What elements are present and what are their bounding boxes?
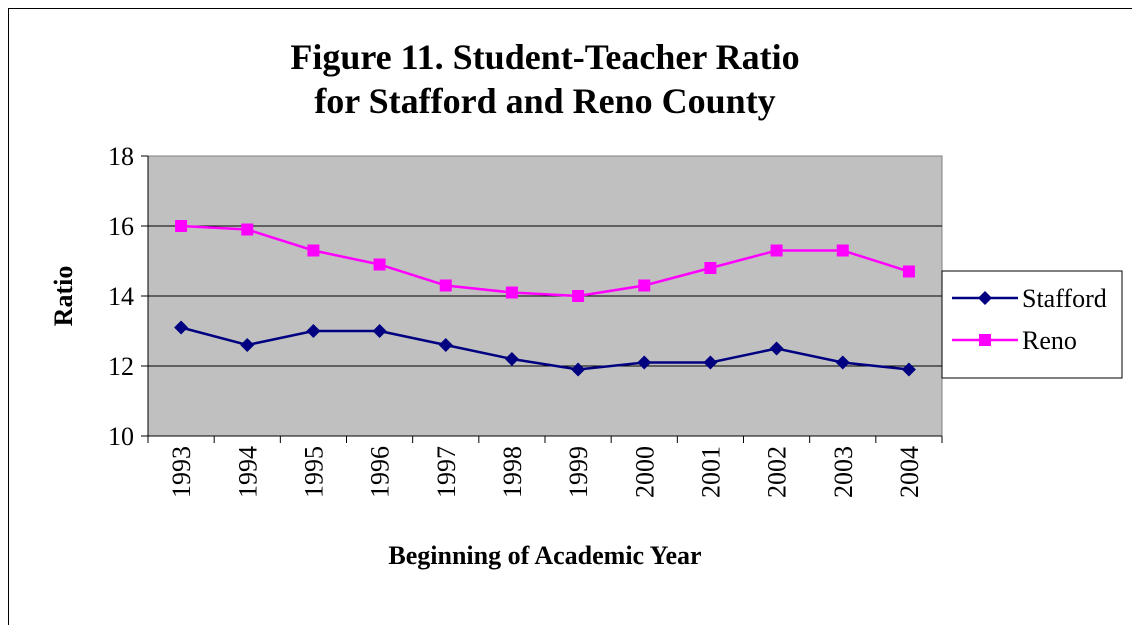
x-tick-label: 1993 <box>167 446 196 498</box>
data-point <box>505 286 518 299</box>
data-point <box>438 338 453 352</box>
x-tick-label: 1994 <box>233 446 262 498</box>
legend <box>941 270 1123 379</box>
data-point <box>372 324 387 338</box>
data-point <box>704 262 717 274</box>
data-point <box>571 362 586 377</box>
x-axis-label: Beginning of Academic Year <box>388 541 701 570</box>
data-point <box>240 338 255 352</box>
x-tick-label: 1999 <box>564 446 593 498</box>
data-point <box>901 362 916 377</box>
x-tick-label: 2003 <box>829 446 858 498</box>
data-point <box>373 258 386 271</box>
x-tick-label: 1998 <box>498 446 527 498</box>
data-point <box>770 244 783 257</box>
data-point <box>769 341 784 356</box>
x-tick-label: 2004 <box>895 446 924 498</box>
y-tick-label: 18 <box>108 142 134 171</box>
x-tick-label: 1995 <box>299 446 328 498</box>
legend-marker <box>979 334 991 346</box>
y-tick-label: 10 <box>108 422 134 451</box>
data-point <box>835 355 850 370</box>
x-tick-label: 1996 <box>366 446 395 498</box>
data-point <box>241 223 254 236</box>
data-point <box>175 220 188 232</box>
data-point <box>637 355 652 370</box>
y-axis-label: Ratio <box>49 266 78 327</box>
data-point <box>902 265 915 278</box>
data-point <box>572 290 585 302</box>
x-tick-label: 2002 <box>763 446 792 498</box>
data-point <box>306 324 321 338</box>
data-point <box>638 279 651 292</box>
series-line <box>180 326 910 371</box>
chart-title: Figure 11. Student-Teacher Ratio <box>290 37 799 77</box>
y-tick-label: 14 <box>108 282 134 311</box>
x-tick-label: 1997 <box>432 446 461 498</box>
data-point <box>836 244 849 257</box>
legend-label: Stafford <box>1022 284 1107 313</box>
data-point <box>439 279 452 292</box>
series-line <box>181 224 910 298</box>
chart-title: for Stafford and Reno County <box>314 81 775 121</box>
y-tick-label: 16 <box>108 212 134 241</box>
data-point <box>174 320 189 335</box>
data-point <box>504 352 519 366</box>
data-point <box>307 244 320 257</box>
y-tick-label: 12 <box>108 352 134 381</box>
data-point <box>703 355 718 370</box>
x-tick-label: 2000 <box>630 446 659 498</box>
x-tick-label: 2001 <box>696 446 725 498</box>
legend-label: Reno <box>1022 326 1077 355</box>
legend-marker <box>978 291 992 305</box>
